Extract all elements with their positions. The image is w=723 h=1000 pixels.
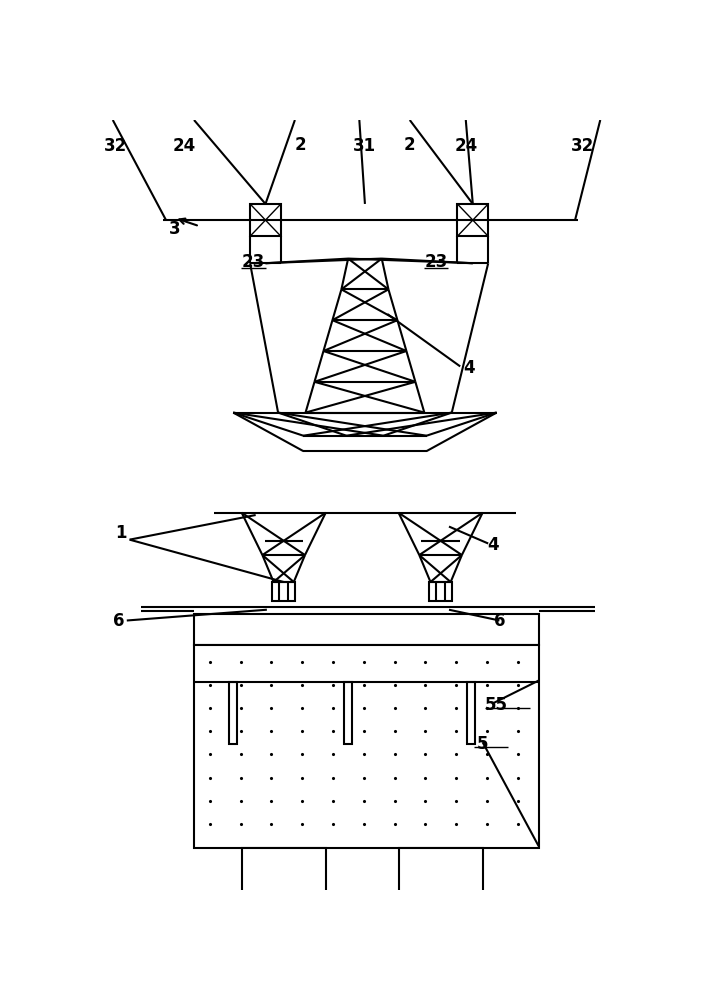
Bar xyxy=(458,204,488,236)
Text: 55: 55 xyxy=(485,696,508,714)
Text: 32: 32 xyxy=(570,137,594,155)
Text: 6: 6 xyxy=(113,611,124,630)
Bar xyxy=(273,582,295,601)
Text: 23: 23 xyxy=(424,253,448,271)
Text: 31: 31 xyxy=(354,137,377,155)
Text: 2: 2 xyxy=(295,136,307,154)
Text: 24: 24 xyxy=(172,137,196,155)
Bar xyxy=(250,204,281,236)
Text: 24: 24 xyxy=(454,137,477,155)
Text: 4: 4 xyxy=(463,359,474,377)
Text: 6: 6 xyxy=(494,611,505,630)
Bar xyxy=(429,582,452,601)
Text: 32: 32 xyxy=(104,137,127,155)
Text: 1: 1 xyxy=(116,524,127,542)
Text: 23: 23 xyxy=(241,253,265,271)
Text: 5: 5 xyxy=(477,735,488,753)
Bar xyxy=(344,682,352,744)
Text: 3: 3 xyxy=(168,220,180,238)
Bar xyxy=(398,848,483,898)
Bar xyxy=(229,682,237,744)
Bar xyxy=(194,645,539,848)
Bar xyxy=(241,848,325,898)
Bar xyxy=(194,614,539,645)
Text: 2: 2 xyxy=(404,136,416,154)
Bar xyxy=(468,682,475,744)
Text: 4: 4 xyxy=(487,536,498,554)
